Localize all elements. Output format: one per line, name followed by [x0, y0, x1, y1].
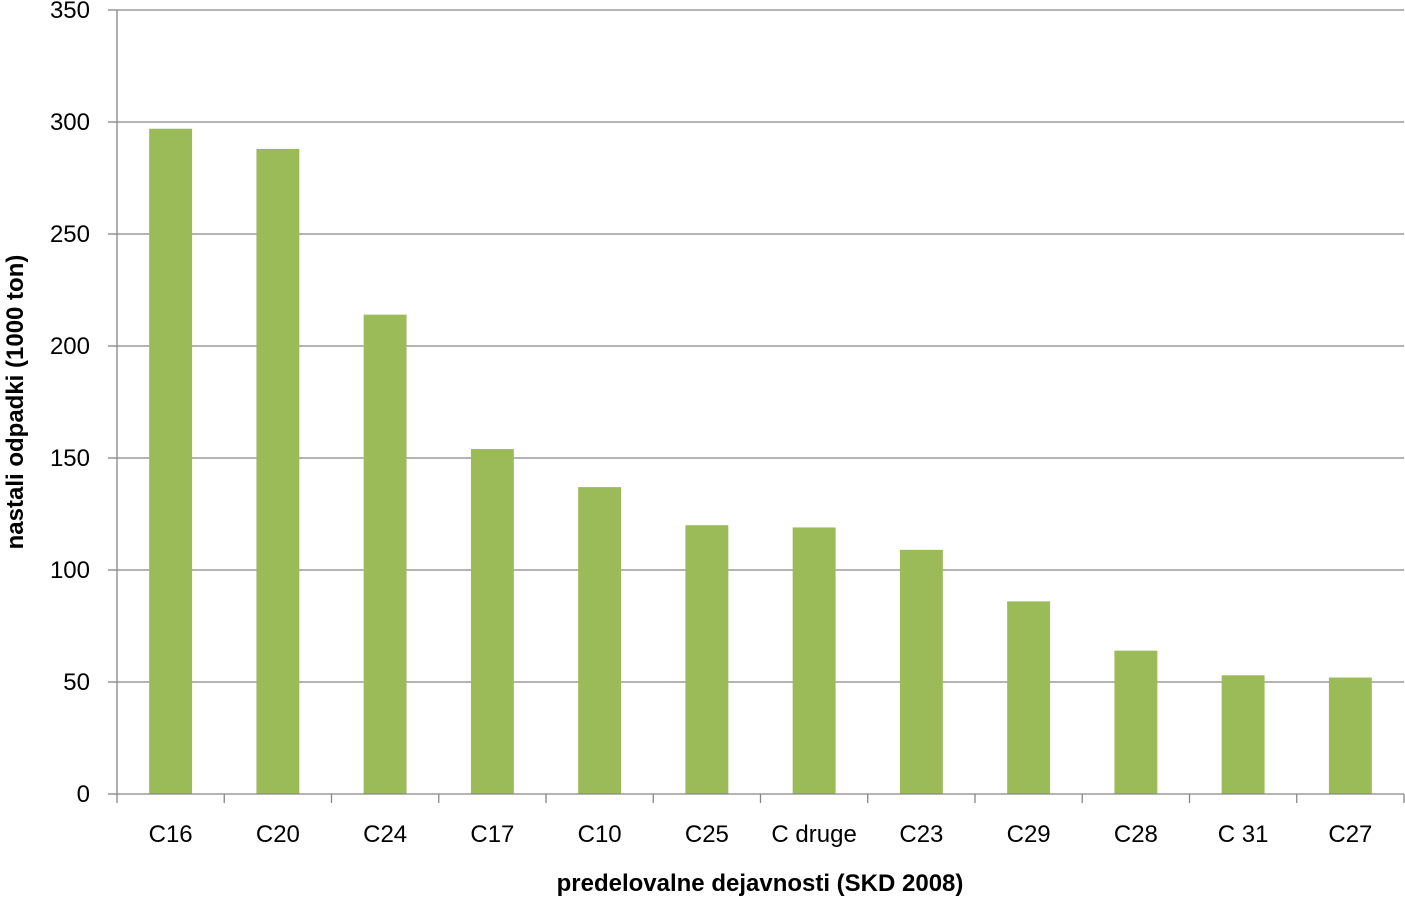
- bar-c24: [363, 314, 407, 794]
- bar-c27: [1328, 677, 1372, 794]
- x-tick-label: C28: [1114, 821, 1158, 848]
- y-tick-label: 100: [50, 557, 90, 584]
- x-tick-label: C10: [578, 821, 622, 848]
- bar-c10: [578, 487, 622, 794]
- y-tick-label: 0: [77, 781, 90, 808]
- bar-c16: [149, 128, 193, 795]
- x-tick-label: C23: [899, 821, 943, 848]
- x-tick-label: C16: [149, 821, 193, 848]
- bar-c17: [470, 449, 514, 794]
- x-tick-label: C druge: [771, 821, 856, 848]
- x-axis-title: predelovalne dejavnosti (SKD 2008): [557, 870, 964, 897]
- bar-c25: [685, 525, 729, 794]
- x-tick-labels: C16 C20 C24 C17 C10 C25 C druge C23 C29 C28 C 31 C2…: [149, 821, 1373, 848]
- gridlines: [117, 9, 1404, 683]
- y-tick-label: 200: [50, 333, 90, 360]
- y-tick-labels: 0 50 100 150 200 250 300 350: [50, 0, 90, 808]
- bar-c-31: [1221, 675, 1265, 794]
- bar-c23: [899, 549, 943, 794]
- y-axis-title: nastali odpadki (1000 ton): [2, 255, 29, 550]
- y-tick-label: 300: [50, 109, 90, 136]
- x-tick-label: C 31: [1218, 821, 1269, 848]
- x-tick-label: C17: [470, 821, 514, 848]
- bar-c29: [1007, 601, 1051, 794]
- y-tick-label: 50: [63, 669, 90, 696]
- x-tick-label: C29: [1007, 821, 1051, 848]
- x-tick-label: C24: [363, 821, 407, 848]
- bar-c20: [256, 148, 300, 794]
- y-tick-label: 150: [50, 445, 90, 472]
- x-tick-label: C25: [685, 821, 729, 848]
- axes: [108, 9, 1405, 803]
- bars: [149, 128, 1372, 795]
- x-tick-label: C27: [1328, 821, 1372, 848]
- y-tick-label: 350: [50, 0, 90, 24]
- x-tick-label: C20: [256, 821, 300, 848]
- bar-c28: [1114, 650, 1158, 794]
- y-tick-label: 250: [50, 221, 90, 248]
- bar-c-druge: [792, 527, 836, 794]
